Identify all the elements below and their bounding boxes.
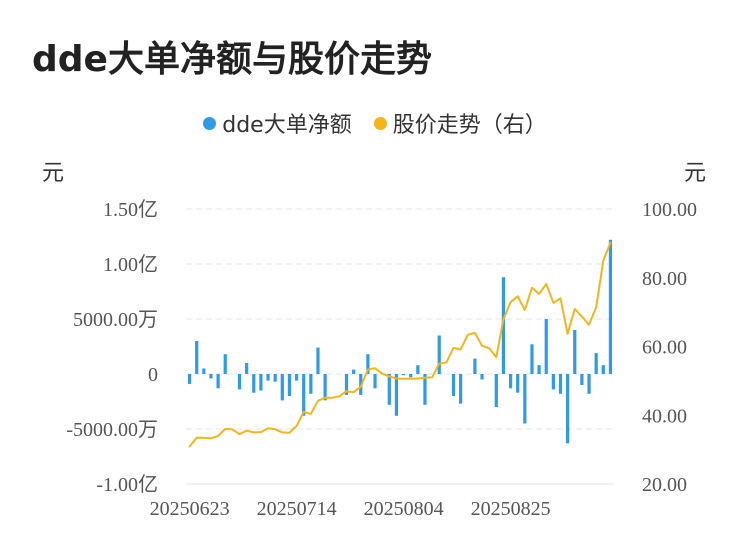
legend[interactable]: dde大单净额 股价走势（右） (0, 108, 750, 138)
bar (280, 374, 284, 401)
bar (294, 374, 299, 381)
legend-dot-price-icon (373, 116, 387, 130)
bar (451, 374, 456, 396)
bar (373, 374, 377, 389)
y-right-tick-label: 60.00 (642, 337, 687, 359)
legend-label-price: 股价走势（右） (392, 113, 547, 138)
bar (202, 368, 206, 374)
bar (187, 374, 192, 384)
bar (316, 347, 320, 374)
bar (516, 374, 520, 393)
bar (494, 374, 498, 407)
price-line (188, 241, 612, 448)
bar (401, 374, 406, 376)
bar (309, 374, 313, 394)
legend-item-dde[interactable]: dde大单净额 (203, 107, 352, 139)
y-left-tick-label: 1.00亿 (103, 253, 158, 276)
bar (387, 374, 391, 405)
bar (409, 374, 413, 378)
y-right-tick-label: 100.00 (642, 199, 697, 221)
bar (245, 363, 249, 374)
legend-label-dde: dde大单净额 (222, 113, 352, 138)
legend-item-price[interactable]: 股价走势（右） (373, 107, 547, 139)
y-right-tick-label: 80.00 (642, 268, 687, 290)
bar (437, 335, 441, 374)
bar (608, 239, 613, 374)
bar (252, 374, 256, 393)
x-tick-label: 20250804 (364, 498, 444, 520)
bar (587, 374, 591, 394)
bar (323, 374, 327, 401)
bar (573, 330, 577, 374)
bar (273, 374, 277, 382)
bar (601, 365, 605, 374)
y-left-tick-label: 1.50亿 (103, 198, 158, 221)
bar (501, 277, 506, 374)
bar (423, 374, 427, 405)
bar (566, 374, 570, 444)
x-tick-label: 20250825 (471, 498, 551, 520)
bar (459, 374, 463, 404)
y-left-tick-label: -1.00亿 (96, 473, 158, 496)
bar (195, 341, 199, 374)
bar (544, 319, 548, 374)
bar (394, 374, 399, 416)
bar (508, 374, 513, 389)
y-left-unit: 元 (42, 161, 65, 186)
y-left-tick-label: 0 (148, 364, 158, 386)
bar (366, 354, 370, 374)
legend-dot-dde-icon (203, 116, 217, 130)
bar (537, 365, 541, 374)
bar (480, 374, 484, 380)
bar (216, 374, 220, 389)
chart-title: dde大单净额与股价走势 (32, 39, 432, 80)
bar (558, 374, 563, 394)
bar (287, 374, 292, 396)
y-right-tick-label: 40.00 (642, 405, 687, 427)
bar (352, 369, 356, 374)
y-left-tick-label: -5000.00万 (66, 419, 158, 441)
x-tick-label: 20250714 (257, 498, 337, 520)
y-right-tick-label: 20.00 (642, 474, 687, 496)
bar (266, 374, 270, 381)
bar (523, 374, 527, 424)
bar (223, 354, 227, 374)
bar (580, 374, 584, 385)
bar (344, 374, 349, 395)
bar (530, 344, 534, 374)
bar (551, 374, 555, 390)
bar (259, 374, 263, 391)
y-left-tick-label: 5000.00万 (73, 309, 158, 331)
bar (302, 374, 306, 416)
bar (209, 374, 213, 379)
x-tick-label: 20250623 (150, 498, 230, 520)
bar (594, 353, 598, 374)
bar (237, 374, 242, 390)
bar (473, 358, 477, 374)
bar (416, 365, 420, 374)
y-right-unit: 元 (684, 161, 707, 186)
